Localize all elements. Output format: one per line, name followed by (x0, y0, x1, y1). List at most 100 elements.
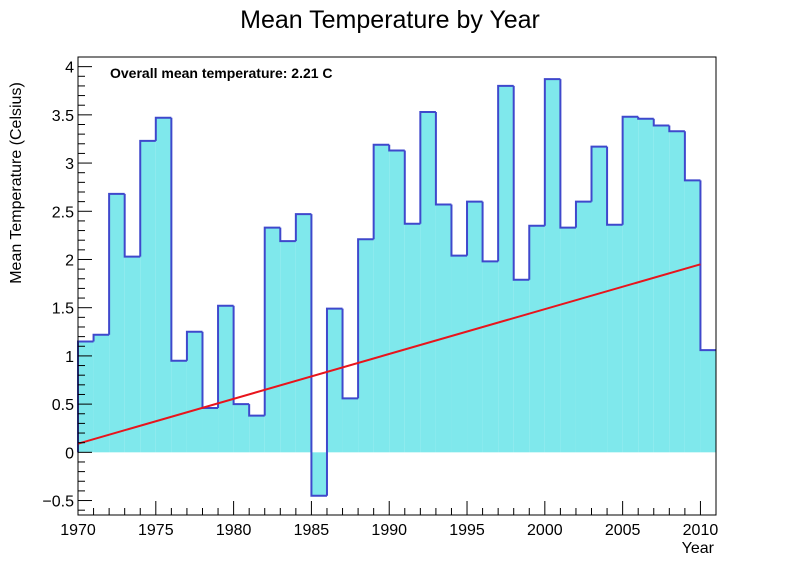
bar-2006 (638, 118, 654, 453)
bar-outline-1973 (123, 193, 141, 258)
bar-1990 (389, 150, 405, 453)
bar-outline-1992 (419, 110, 436, 224)
bar-1996 (482, 261, 499, 453)
y-tick-label: 3 (65, 156, 74, 173)
x-axis: 1970 1975 1980 1985 1990 1995 2000 2005 2010 (60, 501, 718, 539)
bar-outline-1998 (512, 85, 530, 281)
bar-outline-1977 (185, 330, 203, 361)
bar-1983 (280, 241, 296, 453)
bar-1995 (467, 201, 483, 453)
bar-2003 (591, 146, 608, 453)
bar-outline-1989 (372, 143, 390, 240)
bar-1973 (124, 256, 141, 453)
x-tick-label: 1970 (60, 522, 96, 539)
bar-1972 (109, 193, 125, 453)
bar-outline-1972 (108, 192, 125, 335)
bar-outline-1987 (341, 308, 359, 400)
bar-outline-1991 (403, 150, 421, 225)
bar-outline-2010 (699, 180, 716, 352)
y-tick-label: 1 (65, 349, 74, 366)
y-tick-label: 0 (65, 445, 74, 462)
bar-2009 (684, 180, 701, 453)
bar-outline-1999 (528, 224, 545, 280)
bar-1992 (420, 111, 436, 453)
x-axis-label: Year (682, 540, 715, 557)
y-tick-label: 0.5 (52, 397, 74, 414)
bar-1987 (342, 398, 359, 453)
bar-1982 (264, 227, 281, 453)
bar-outline-2004 (606, 146, 623, 226)
x-tick-label: 1995 (449, 522, 485, 539)
bar-1971 (93, 334, 110, 453)
trend-line-segment (77, 263, 701, 445)
bar-outline-1976 (170, 117, 187, 362)
bar-1975 (155, 117, 172, 453)
bar-outline-1996 (481, 201, 499, 263)
bar-1978 (202, 407, 219, 453)
x-tick-label: 1980 (216, 522, 252, 539)
bar-outline-2006 (637, 116, 654, 120)
bar-outline-1995 (466, 200, 483, 256)
bar-1984 (295, 214, 312, 453)
bar-outline-1994 (450, 204, 468, 257)
y-tick-label: −0.5 (42, 494, 74, 511)
x-tick-label: 1975 (138, 522, 174, 539)
x-tick-label: 2005 (605, 522, 641, 539)
bar-outline-1980 (232, 305, 250, 406)
bar-outline-1975 (154, 116, 172, 141)
bar-outline-2001 (559, 79, 576, 229)
bar-outline-1978 (201, 331, 219, 409)
bar-outline-1993 (434, 111, 452, 206)
y-tick-label: 2 (65, 252, 74, 269)
bar-1980 (233, 404, 250, 453)
bar-1986 (326, 308, 343, 453)
bar-2001 (560, 227, 576, 453)
bar-1994 (451, 255, 468, 453)
bar-outline-2000 (543, 78, 561, 226)
y-axis-label: Mean Temperature (Celsius) (8, 82, 25, 284)
bar-outline-1984 (294, 213, 312, 242)
bar-outline-1981 (248, 404, 265, 417)
bar-outline-2003 (590, 145, 608, 202)
bar-1979 (218, 305, 234, 453)
bar-1977 (186, 331, 203, 453)
bar-1998 (513, 279, 530, 453)
bar-1988 (358, 239, 374, 453)
bar-1985 (311, 452, 327, 496)
bar-outline-1997 (497, 84, 514, 262)
y-tick-label: 1.5 (52, 301, 74, 318)
bar-outline-1985 (310, 214, 327, 497)
histogram-bars (77, 78, 716, 497)
x-tick-label: 2010 (683, 522, 719, 539)
bar-outline-1971 (92, 333, 110, 342)
bar-1999 (529, 225, 545, 453)
bar-outline-2007 (652, 118, 670, 127)
bar-1981 (249, 415, 265, 453)
bar-outline-1988 (357, 238, 374, 399)
bar-1989 (373, 144, 390, 453)
bar-outline-1974 (139, 139, 156, 257)
bar-2002 (575, 201, 592, 453)
bar-2008 (669, 131, 685, 453)
bar-outline-2009 (683, 131, 701, 182)
bar-1974 (140, 140, 156, 453)
bar-2010 (700, 350, 716, 453)
x-tick-label: 1985 (294, 522, 330, 539)
bar-outline-2005 (621, 115, 639, 225)
bar-2007 (653, 125, 670, 453)
bar-2004 (607, 224, 623, 453)
plot-frame (77, 56, 717, 516)
bar-2000 (544, 79, 561, 453)
bar-1976 (171, 360, 187, 453)
bar-outline-2002 (574, 200, 592, 228)
trend-line (77, 263, 701, 445)
bar-outline-1983 (279, 227, 296, 243)
bar-outline-2008 (668, 125, 685, 133)
bar-1993 (435, 204, 452, 453)
bar-outline-1979 (217, 304, 234, 408)
x-tick-label: 1990 (371, 522, 407, 539)
bar-1970 (78, 341, 94, 453)
bar-1991 (404, 223, 421, 453)
mean-annotation: Overall mean temperature: 2.21 C (110, 65, 333, 81)
y-tick-label: 4 (65, 60, 74, 77)
